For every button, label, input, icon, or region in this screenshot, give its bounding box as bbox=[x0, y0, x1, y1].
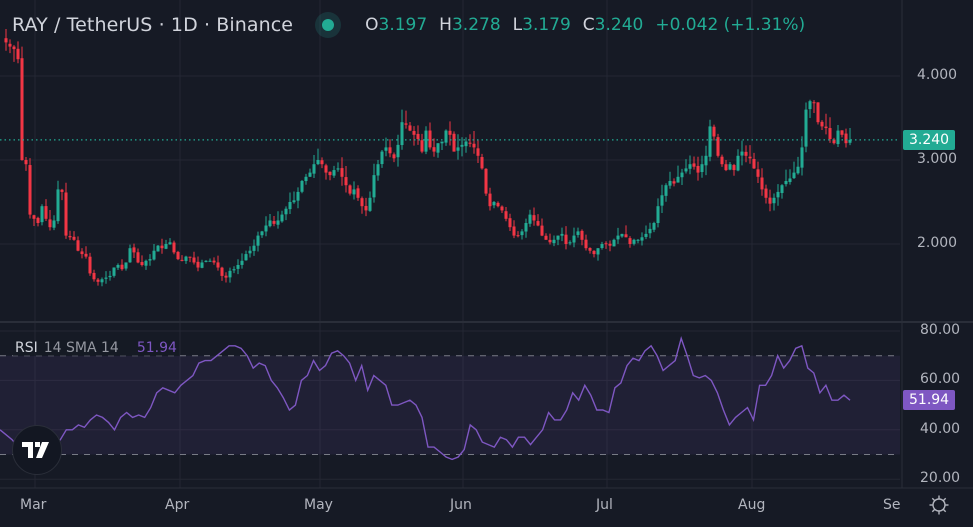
ohlc-values: O3.197 H3.278 L3.179 C3.240 +0.042 (+1.3… bbox=[365, 15, 805, 35]
rsi-last-tag: 51.94 bbox=[903, 390, 956, 410]
time-tick-sep: Se bbox=[883, 497, 901, 513]
rsi-params: 14 SMA 14 bbox=[43, 340, 119, 356]
rsi-tick-40: 40.00 bbox=[920, 421, 961, 437]
time-tick-mar: Mar bbox=[20, 497, 47, 513]
price-tick-3: 3.000 bbox=[917, 151, 958, 167]
low-label: L bbox=[512, 15, 523, 35]
close-value: 3.240 bbox=[594, 15, 644, 35]
close-label: C bbox=[582, 15, 595, 35]
open-label: O bbox=[365, 15, 379, 35]
high-value: 3.278 bbox=[451, 15, 501, 35]
low-value: 3.179 bbox=[522, 15, 571, 35]
rsi-tick-80: 80.00 bbox=[920, 322, 961, 338]
rsi-tick-20: 20.00 bbox=[920, 470, 961, 486]
price-tick-4: 4.000 bbox=[917, 67, 958, 83]
change-value: +0.042 (+1.31%) bbox=[655, 15, 806, 35]
rsi-tick-60: 60.00 bbox=[920, 371, 961, 387]
high-label: H bbox=[439, 15, 452, 35]
time-tick-apr: Apr bbox=[165, 497, 190, 513]
time-tick-may: May bbox=[304, 497, 333, 513]
last-price-tag: 3.240 bbox=[903, 130, 956, 150]
rsi-name: RSI bbox=[15, 340, 38, 356]
time-tick-aug: Aug bbox=[738, 497, 766, 513]
open-value: 3.197 bbox=[378, 15, 428, 35]
time-tick-jul: Jul bbox=[596, 497, 613, 513]
price-tick-2: 2.000 bbox=[917, 235, 958, 251]
time-tick-jun: Jun bbox=[450, 497, 472, 513]
symbol-title[interactable]: RAY / TetherUS · 1D · Binance bbox=[12, 14, 294, 36]
settings-gear-icon[interactable] bbox=[929, 495, 949, 515]
rsi-legend[interactable]: RSI 14 SMA 14 51.94 bbox=[13, 340, 179, 356]
symbol-legend: RAY / TetherUS · 1D · Binance O3.197 H3.… bbox=[12, 12, 805, 38]
tradingview-logo-icon[interactable] bbox=[12, 425, 62, 475]
rsi-value: 51.94 bbox=[136, 340, 177, 356]
market-open-dot-icon[interactable] bbox=[315, 12, 342, 38]
